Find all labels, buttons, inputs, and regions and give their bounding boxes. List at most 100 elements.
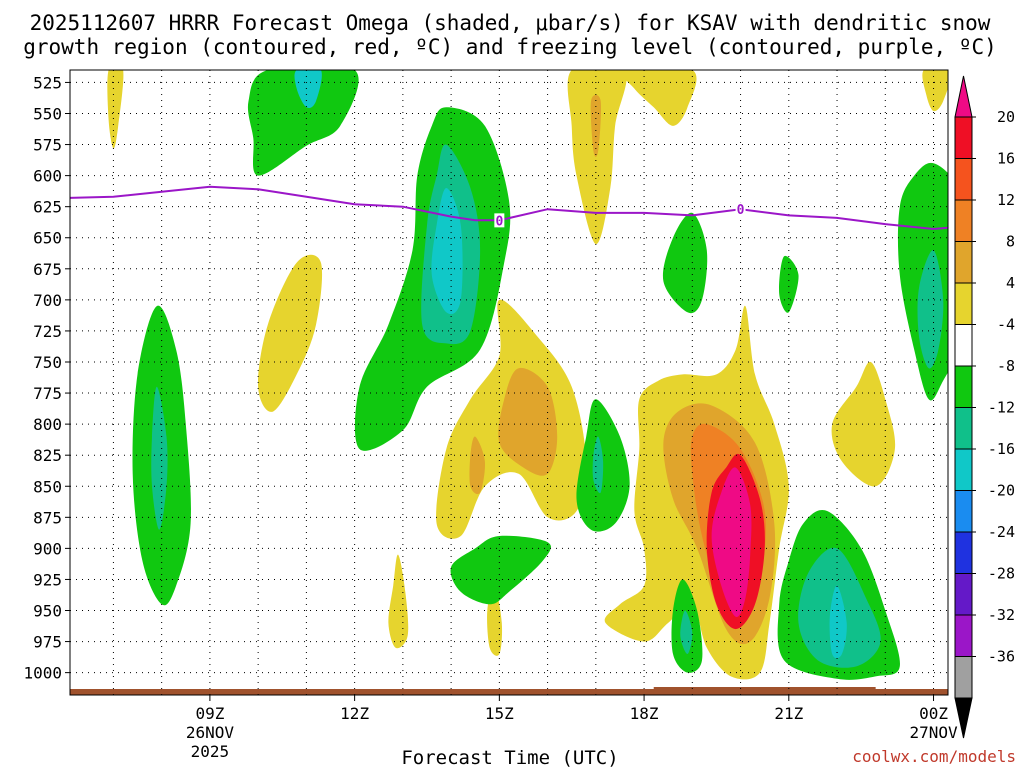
x-tick-label-21-0: 21Z (774, 704, 803, 723)
omega-region-teal-31 (917, 250, 944, 369)
y-tick-label-700: 700 (33, 291, 62, 310)
y-tick-label-900: 900 (33, 539, 62, 558)
freezing-level-contour: 00 (70, 185, 948, 231)
x-tick-label-9-2: 2025 (191, 742, 230, 761)
y-tick-label-625: 625 (33, 198, 62, 217)
chart-title-line-2: growth region (contoured, red, ºC) and f… (23, 35, 997, 59)
y-axis-ticks: 525 550 575 600 625 650 675 700 725 750 775 800 825 8… (23, 73, 70, 683)
omega-region-yellow-34 (388, 554, 409, 649)
colorbar-swatch-8 (954, 448, 973, 491)
y-tick-label-750: 750 (33, 353, 62, 372)
colorbar-top-triangle (954, 75, 973, 118)
colorbar-tick-label-4: 4 (1006, 274, 1015, 292)
y-tick-label-800: 800 (33, 415, 62, 434)
omega-region-magenta-21 (711, 467, 752, 617)
colorbar-tick-label-9: -20 (988, 482, 1015, 500)
y-tick-label-550: 550 (33, 104, 62, 123)
y-tick-label-650: 650 (33, 229, 62, 248)
omega-region-teal-24 (680, 610, 693, 655)
colorbar-tick-label-6: -8 (997, 357, 1015, 375)
omega-region-yellow-14 (567, 70, 627, 245)
omega-region-yellow-2 (107, 70, 124, 149)
y-tick-label-575: 575 (33, 136, 62, 155)
colorbar-swatch-11 (954, 573, 973, 616)
y-tick-label-600: 600 (33, 167, 62, 186)
terrain-band-0 (70, 689, 948, 695)
x-tick-label-9-1: 26NOV (186, 723, 235, 742)
colorbar-swatch-9 (954, 490, 973, 533)
gridlines (70, 70, 948, 695)
colorbar: 20 16 12 8 4 -4 -8 -12 -16 -20 -24 -28 -32 -36 (954, 75, 1015, 739)
colorbar-tick-label-10: -24 (988, 523, 1015, 541)
y-tick-label-875: 875 (33, 508, 62, 527)
omega-region-gold-10 (498, 367, 558, 476)
colorbar-tick-label-5: -4 (997, 316, 1015, 334)
x-tick-label-24-1: 27NOV (909, 723, 958, 742)
colorbar-swatch-13 (954, 656, 973, 699)
omega-region-cyan-8 (431, 188, 463, 315)
plot-frame (69, 69, 949, 696)
colorbar-tick-label-7: -12 (988, 399, 1015, 417)
omega-region-cyan-28 (829, 585, 847, 659)
omega-shading (107, 70, 948, 680)
omega-region-green-35 (450, 535, 551, 605)
x-axis-label: Forecast Time (UTC) (401, 747, 618, 768)
omega-region-gold-11 (469, 436, 486, 495)
terrain-band-1 (653, 687, 876, 695)
colorbar-swatch-4 (954, 282, 973, 325)
omega-region-gold-15 (590, 94, 602, 157)
freezing-label-bg (494, 213, 505, 228)
colorbar-tick-label-0: 20 (997, 108, 1015, 126)
colorbar-tick-label-2: 12 (997, 191, 1015, 209)
y-tick-label-775: 775 (33, 384, 62, 403)
colorbar-swatch-1 (954, 158, 973, 201)
credit-text: coolwx.com/models (852, 747, 1016, 766)
omega-region-teal-1 (151, 386, 168, 530)
x-tick-label-15-0: 15Z (485, 704, 514, 723)
omega-region-yellow-29 (831, 361, 896, 487)
colorbar-swatch-5 (954, 324, 973, 367)
colorbar-swatch-10 (954, 531, 973, 574)
y-tick-label-675: 675 (33, 260, 62, 279)
freezing-level-label: 0 (737, 203, 745, 218)
x-tick-label-18-0: 18Z (630, 704, 659, 723)
freezing-level-label: 0 (495, 214, 503, 229)
x-tick-label-9-0: 09Z (195, 704, 224, 723)
colorbar-bottom-triangle (954, 697, 973, 739)
y-tick-label-725: 725 (33, 322, 62, 341)
omega-region-green-22 (662, 212, 708, 314)
colorbar-tick-label-1: 16 (997, 150, 1015, 168)
omega-region-yellow-5 (258, 254, 323, 412)
colorbar-swatch-7 (954, 407, 973, 450)
colorbar-tick-label-13: -36 (988, 648, 1015, 666)
colorbar-tick-label-8: -16 (988, 440, 1015, 458)
colorbar-swatch-6 (954, 365, 973, 408)
y-tick-label-1000: 1000 (23, 664, 62, 683)
colorbar-tick-label-3: 8 (1006, 233, 1015, 251)
omega-region-green-25 (779, 255, 799, 313)
omega-region-yellow-32 (922, 70, 948, 112)
y-tick-label-975: 975 (33, 633, 62, 652)
freezing-label-bg (735, 202, 746, 217)
colorbar-swatch-3 (954, 241, 973, 284)
terrain-strip (70, 687, 948, 695)
colorbar-swatch-12 (954, 614, 973, 657)
colorbar-swatch-2 (954, 199, 973, 242)
y-tick-label-925: 925 (33, 570, 62, 589)
omega-region-teal-13 (592, 436, 604, 494)
y-tick-label-825: 825 (33, 446, 62, 465)
y-tick-label-525: 525 (33, 73, 62, 92)
omega-region-yellow-16 (621, 70, 697, 126)
colorbar-tick-label-11: -28 (988, 565, 1015, 583)
y-tick-label-950: 950 (33, 602, 62, 621)
omega-region-cyan-4 (294, 70, 322, 109)
chart-title-line-1: 2025112607 HRRR Forecast Omega (shaded, … (30, 11, 991, 35)
x-tick-label-12-0: 12Z (340, 704, 369, 723)
y-tick-label-850: 850 (33, 477, 62, 496)
colorbar-tick-label-12: -32 (988, 606, 1015, 624)
x-tick-label-24-0: 00Z (919, 704, 948, 723)
omega-region-green-3 (247, 70, 359, 176)
colorbar-swatch-0 (954, 116, 973, 159)
